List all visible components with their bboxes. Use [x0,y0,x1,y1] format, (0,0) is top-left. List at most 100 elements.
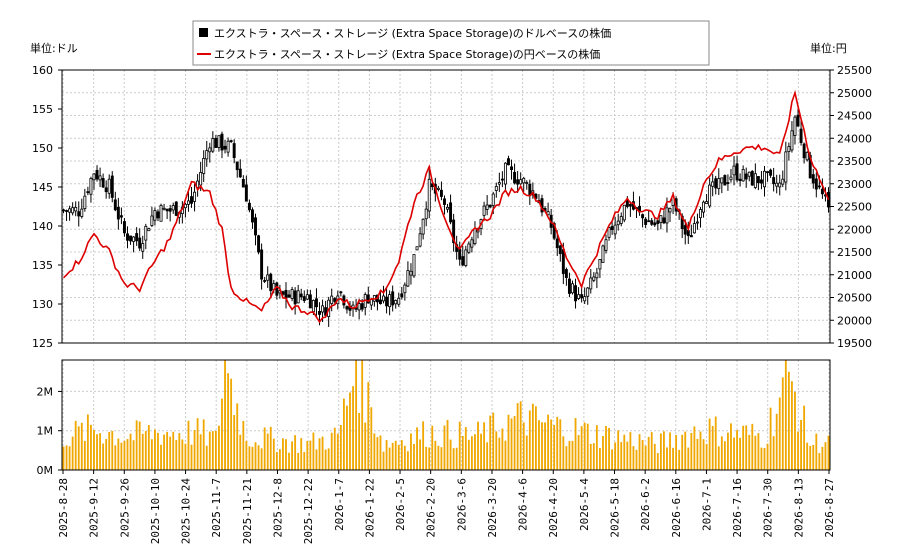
volume-bar [111,430,114,470]
volume-bar [440,447,443,470]
candle-body [391,291,395,306]
volume-bar [266,433,269,470]
candle [449,194,453,225]
candle [138,228,142,251]
volume-bar [376,437,379,470]
volume-bar [574,418,577,470]
candle [126,226,129,249]
candle-body [781,178,785,185]
volume-bar [580,426,583,470]
x-tick-label: 2026-1-7 [333,478,346,531]
candle [769,168,773,178]
candle-body [491,193,495,206]
x-axis-ticks: 2025-8-28 2025-9-12 2025-9-26 2025-10-10 202… [57,470,836,544]
volume-bar [373,433,376,470]
candle [214,134,218,148]
volume-bar [534,406,537,470]
candle-body [564,269,568,278]
candle-body [717,178,721,190]
volume-bar [184,443,187,470]
candle [436,185,440,192]
x-tick-label: 2025-10-24 [180,478,193,545]
candle [308,289,312,309]
candle [305,289,309,301]
candle [196,174,200,197]
x-tick-label: 2026-7-30 [762,478,775,538]
candle-body [74,207,78,212]
volume-bar [163,434,165,470]
candle-body [607,227,611,238]
candle-body [555,238,559,249]
volume-bar [306,440,309,470]
candle-body [778,182,782,188]
candle-body [488,204,492,208]
right-tick-label: 22500 [837,201,872,214]
volume-bar [269,426,272,470]
candle [525,180,529,190]
candle [385,287,389,314]
volume-bar [592,443,595,470]
candle [497,172,501,192]
candle [147,227,151,232]
candle-body [650,220,654,225]
candle-body [345,306,349,310]
volume-bar [827,435,830,470]
volume-bar [589,443,592,470]
candle [83,188,87,212]
x-tick-label: 2025-11-21 [241,478,254,544]
candle-body [412,254,416,277]
x-tick-label: 2025-12-8 [271,478,284,538]
candle-body [647,220,651,223]
candle [372,295,376,307]
candle-body [321,305,325,313]
candle-body [528,183,532,196]
candle-body [296,290,300,304]
candle-body [464,249,468,266]
candle [763,165,766,197]
candle-body [92,173,96,181]
candle [345,305,349,314]
candle [254,213,257,246]
legend-marker-usd [199,28,208,37]
volume-bar [659,433,662,470]
candle-body [186,200,190,205]
candle [412,254,416,278]
volume-bar [498,437,501,470]
candle-body [726,182,730,184]
candle-body [711,181,715,187]
candle [421,218,425,240]
candle-body [470,239,474,248]
candle-body [689,235,693,238]
candle-body [235,161,239,171]
candle-body [287,294,291,298]
candle-body [714,178,718,189]
candle [315,288,318,317]
candle-body [494,186,498,191]
candle [446,203,449,213]
candle-body [525,182,529,184]
candle-body [659,215,663,223]
volume-bar [702,439,705,470]
candle [793,115,797,145]
volume-bar [181,439,184,470]
candle-body [403,284,407,294]
volume-bar [339,425,342,470]
volume-bar [285,439,287,470]
candle-body [446,206,449,210]
candle-body [141,243,145,252]
volume-bar [641,439,644,470]
right-tick-label: 21000 [837,269,872,282]
candle-body [424,208,428,220]
candle [226,137,230,157]
volume-bar [80,422,83,470]
volume-bar [282,438,284,470]
candle-body [507,158,510,166]
volume-bar [787,371,790,470]
candle-body [83,195,87,210]
candle [699,206,702,228]
volume-bar [656,453,659,470]
candle-body [784,151,788,183]
candle-body [436,187,440,190]
candle [510,159,513,180]
candle-body [744,173,748,180]
